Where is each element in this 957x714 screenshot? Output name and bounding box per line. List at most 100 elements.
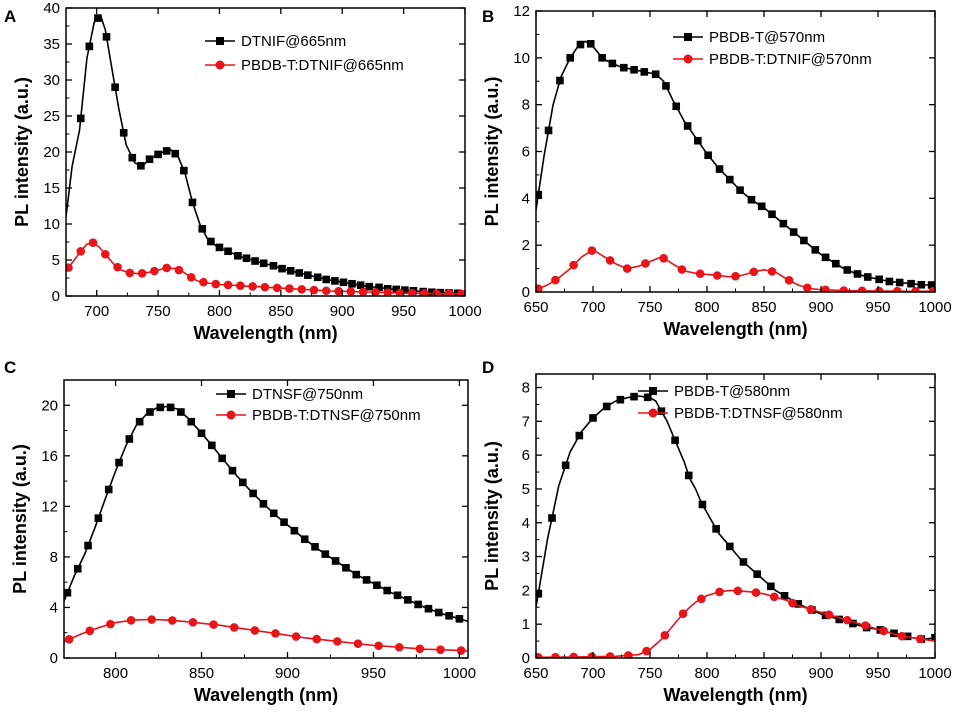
panel-d-ytick-label: 8 — [522, 380, 530, 397]
panel-a-series-2-marker — [174, 265, 184, 275]
panel-a-series-1-marker — [375, 283, 383, 292]
panel-a-legend-entry-1: DTNIF@665nm — [205, 33, 346, 50]
panel-c-xtick-label: 1000 — [443, 665, 476, 682]
panel-d-series-2-marker — [660, 631, 670, 640]
panel-c-series-1-marker — [373, 581, 381, 590]
panel-b-series-1-marker — [586, 39, 595, 48]
legend-square-marker — [684, 33, 692, 41]
panel-b-series-1-marker — [704, 151, 712, 160]
panel-b-series-1-marker — [736, 186, 744, 194]
panel-c-series-1-marker — [445, 611, 453, 620]
panel-d-xtick-label: 650 — [523, 665, 548, 682]
panel-b-series-1-marker — [672, 102, 681, 111]
panel-b-series-2 — [536, 246, 935, 292]
panel-c-series-2-marker — [374, 641, 383, 651]
panel-b-series-1-marker — [895, 278, 904, 287]
panel-d-series-1-marker — [753, 570, 761, 578]
panel-b-series-2-marker — [928, 286, 935, 292]
panel-d-series-1-marker — [548, 514, 556, 522]
panel-c-series-2-line — [64, 618, 468, 652]
panel-a-ytick-label: 15 — [43, 180, 60, 197]
panel-c-series-1-marker — [280, 518, 288, 526]
panel-a-series-1-marker — [188, 198, 197, 207]
panel-c-series-1-marker — [249, 489, 257, 498]
panel-b-xtick-label: 950 — [865, 299, 890, 316]
panel-a-series-1-marker — [259, 259, 268, 268]
panel-d-series-2-line — [536, 589, 935, 658]
panel-c-series-2-marker — [271, 629, 280, 638]
panel-a-xtick-label: 750 — [146, 303, 171, 320]
panel-d-series-2-marker — [879, 626, 888, 636]
panel-c-legend-entry-1: DTNSF@750nm — [216, 386, 363, 403]
panel-a-series-1-marker — [162, 147, 171, 155]
panel-b-ytick-label: 4 — [522, 190, 530, 207]
panel-b-series-1-marker — [863, 273, 872, 281]
panel-a-series-1-marker — [286, 267, 295, 275]
panel-a-letter: A — [4, 7, 16, 26]
panel-c-series-1-marker — [269, 509, 278, 518]
panel-c-series-2-marker — [64, 634, 74, 644]
panel-d-series-1-marker — [835, 615, 844, 624]
panel-c-series-1-marker — [259, 500, 268, 508]
panel-a-series-1-marker — [76, 114, 85, 123]
panel-d-letter: D — [482, 358, 494, 377]
panel-b-series-2-marker — [536, 284, 543, 292]
panel-b-series-1 — [536, 39, 935, 289]
panel-a-series-1-marker — [224, 247, 232, 256]
panel-a-series-1-marker — [171, 149, 180, 158]
panel-b-series-2-marker — [857, 286, 867, 292]
panel-d-series-2-marker — [605, 652, 615, 658]
panel-b-series-1-marker — [875, 275, 883, 284]
panel-c-series-1-marker — [342, 563, 350, 572]
panel-b-series-1-marker — [544, 126, 553, 135]
panel-c-series-2-marker — [188, 618, 198, 627]
legend-circle-marker — [683, 54, 693, 64]
panel-a-ylabel: PL intensity (a.u.) — [12, 77, 32, 227]
panel-b-series-1-marker — [576, 40, 585, 49]
panel-b-series-1-marker — [811, 246, 820, 254]
panel-c-series-2-marker — [147, 615, 156, 624]
panel-a: A 700 750 800 850 900 950 1000 0 5 10 15 20 25 30 35 40 W… — [4, 0, 482, 343]
panel-c-series-2-marker — [85, 626, 95, 636]
panel-a-series-1-marker — [331, 277, 339, 285]
panel-b-series-1-marker — [779, 219, 788, 228]
panel-a-series-1-marker — [180, 166, 188, 175]
panel-a-series-2-marker — [309, 285, 319, 295]
panel-d-ytick-label: 1 — [522, 616, 530, 633]
panel-a-series-1-marker — [269, 261, 278, 270]
panel-b-ytick-label: 0 — [522, 284, 530, 301]
legend-label: PBDB-T:DTNSF@580nm — [674, 405, 843, 422]
panel-d-ytick-label: 7 — [522, 413, 530, 430]
legend-label: PBDB-T@570nm — [709, 29, 825, 46]
panel-c-legend-entry-2: PBDB-T:DTNSF@750nm — [216, 407, 421, 424]
panel-a-series-1-marker — [242, 254, 251, 263]
panel-b-ytick-label: 12 — [513, 3, 530, 20]
panel-c-xtick-label: 850 — [189, 665, 214, 682]
panel-d-series-1-marker — [780, 591, 789, 600]
panel-a-ytick-label: 30 — [43, 72, 60, 89]
panel-b-series-1-marker — [917, 280, 926, 289]
panel-b-series-2-marker — [712, 271, 722, 280]
panel-d-ytick-label: 2 — [522, 582, 530, 599]
panel-b-xtick-label: 1000 — [918, 299, 951, 316]
panel-a-series-1-marker — [94, 14, 102, 22]
panel-d-series-1-marker — [726, 542, 734, 551]
panel-a-ytick-label: 10 — [43, 216, 60, 233]
legend-circle-marker — [226, 410, 236, 420]
panel-c-series-1-marker — [352, 570, 361, 579]
panel-a-xtick-label: 1000 — [448, 303, 481, 320]
panel-c-series-1-marker — [197, 429, 206, 438]
panel-c-series-2-marker — [436, 645, 445, 655]
panel-c-series-1-marker — [135, 417, 144, 426]
panel-a-series-1-marker — [137, 162, 145, 170]
panel-a-series-2-marker — [236, 281, 245, 291]
panel-a-series-1-marker — [128, 153, 137, 162]
panel-c-series-2-marker — [394, 642, 404, 652]
panel-a-series-2-marker — [100, 249, 110, 259]
panel-c-series-1-marker — [208, 441, 216, 450]
panel-a-series-1-marker — [215, 243, 224, 252]
panel-b-xtick-label: 750 — [637, 299, 662, 316]
panel-d-series-1-marker — [931, 633, 935, 642]
panel-d-series-1-marker — [849, 619, 857, 628]
panel-b-series-1-marker — [789, 228, 798, 236]
